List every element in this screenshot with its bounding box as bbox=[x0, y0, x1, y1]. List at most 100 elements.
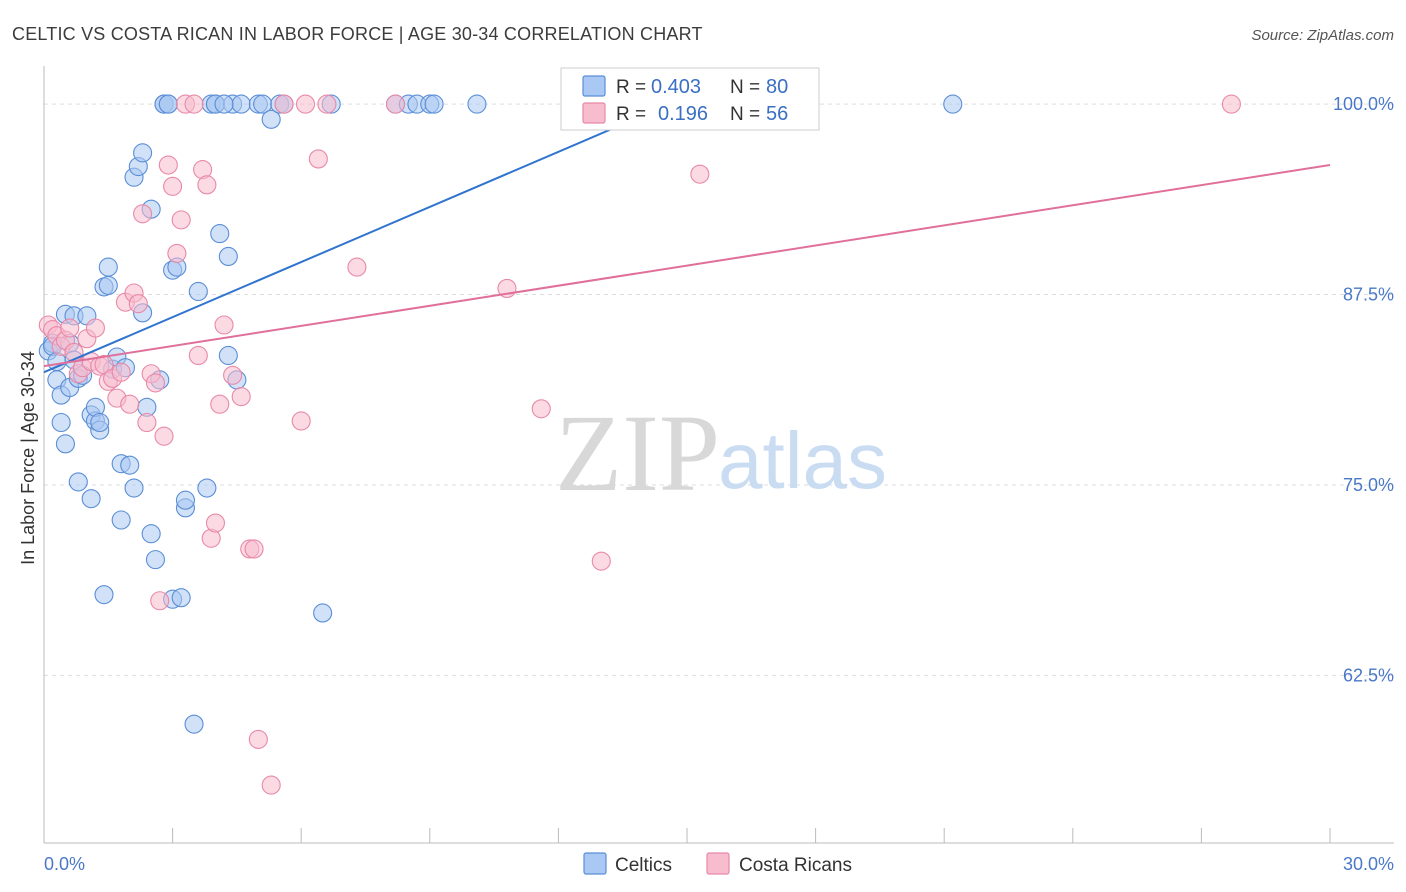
costa-point-39 bbox=[210, 394, 230, 414]
costa-point-26 bbox=[150, 591, 170, 611]
costa-point-58 bbox=[1221, 94, 1241, 114]
costa-point-19 bbox=[120, 394, 140, 414]
costa-point-25 bbox=[145, 373, 166, 393]
celtic-point-77 bbox=[467, 94, 487, 114]
costa-point-44 bbox=[244, 539, 264, 559]
y-axis-label: In Labor Force | Age 30-34 bbox=[18, 351, 38, 565]
costa-point-47 bbox=[274, 94, 294, 114]
x-tick-label-max: 30.0% bbox=[1343, 854, 1394, 874]
celtic-point-78 bbox=[943, 94, 963, 114]
y-tick-label-3: 100.0% bbox=[1333, 94, 1394, 114]
celtic-point-8 bbox=[55, 434, 75, 454]
chart-title: CELTIC VS COSTA RICAN IN LABOR FORCE | A… bbox=[12, 24, 703, 44]
costa-point-23 bbox=[137, 412, 157, 433]
legend-r-label-costa-ricans: R = bbox=[616, 104, 646, 125]
costa-trend-line bbox=[43, 164, 1331, 368]
legend-r-value-celtics: 0.403 bbox=[651, 76, 701, 98]
celtic-point-33 bbox=[124, 478, 144, 498]
celtic-point-60 bbox=[218, 246, 238, 266]
costa-point-33 bbox=[184, 94, 204, 114]
legend-swatch-celtics bbox=[582, 75, 606, 97]
celtic-point-36 bbox=[133, 143, 153, 163]
legend-n-label-celtics: N = bbox=[730, 77, 760, 98]
y-tick-label-1: 75.0% bbox=[1343, 475, 1394, 495]
legend-n-label-costa-ricans: N = bbox=[730, 104, 760, 125]
costa-point-52 bbox=[385, 94, 406, 114]
data-points bbox=[38, 94, 1241, 795]
celtic-point-76 bbox=[424, 94, 444, 114]
x-tick-labels: 0.0% 30.0% bbox=[44, 854, 1394, 874]
bottom-legend-swatch-costa-ricans bbox=[706, 852, 730, 875]
y-tick-labels: 62.5% 75.0% 87.5% 100.0% bbox=[1333, 94, 1394, 685]
celtic-point-53 bbox=[184, 714, 204, 734]
celtic-point-26 bbox=[98, 275, 118, 295]
costa-point-41 bbox=[223, 365, 243, 385]
celtic-point-55 bbox=[197, 478, 217, 498]
legend-n-value-costa-ricans: 56 bbox=[766, 103, 788, 125]
y-tick-label-0: 62.5% bbox=[1343, 665, 1394, 685]
celtic-point-30 bbox=[111, 510, 131, 530]
costa-point-38 bbox=[205, 513, 226, 533]
costa-point-50 bbox=[317, 94, 337, 114]
costa-point-45 bbox=[248, 729, 268, 749]
costa-point-46 bbox=[261, 775, 281, 795]
celtic-point-52 bbox=[175, 490, 196, 510]
celtic-point-67 bbox=[261, 109, 281, 129]
celtic-point-50 bbox=[171, 588, 191, 608]
celtic-point-25 bbox=[98, 257, 118, 277]
celtic-point-61 bbox=[218, 345, 238, 366]
costa-point-31 bbox=[171, 210, 191, 230]
costa-point-17 bbox=[111, 362, 131, 382]
costa-point-56 bbox=[295, 94, 316, 114]
costa-point-55 bbox=[591, 551, 611, 571]
costa-point-34 bbox=[188, 345, 208, 366]
legend-swatch-costa-ricans bbox=[582, 102, 606, 124]
chart-source: Source: ZipAtlas.com bbox=[1251, 27, 1394, 44]
costa-point-57 bbox=[690, 164, 710, 184]
stats-legend: R = 0.403 N = 80 R = 0.196 N = 56 bbox=[560, 67, 820, 131]
watermark-atlas: atlas bbox=[718, 416, 887, 505]
costa-point-29 bbox=[163, 176, 183, 196]
costa-point-22 bbox=[133, 204, 153, 224]
celtic-trend-line bbox=[43, 103, 671, 374]
costa-point-28 bbox=[158, 155, 178, 175]
x-tick-label-min: 0.0% bbox=[44, 854, 85, 874]
costa-point-21 bbox=[128, 294, 148, 314]
costa-point-36 bbox=[197, 175, 217, 195]
celtic-point-18 bbox=[81, 489, 101, 509]
costa-point-11 bbox=[85, 318, 105, 338]
costa-point-30 bbox=[167, 243, 187, 263]
bottom-legend: Celtics Costa Ricans bbox=[583, 852, 852, 876]
bottom-legend-label-celtics: Celtics bbox=[615, 855, 672, 876]
costa-point-54 bbox=[531, 399, 551, 419]
celtic-point-14 bbox=[68, 472, 88, 492]
trend-lines bbox=[43, 103, 1331, 374]
watermark-zip: ZIP bbox=[555, 392, 720, 514]
celtic-point-40 bbox=[141, 524, 161, 544]
celtic-point-79 bbox=[214, 94, 234, 114]
celtic-point-32 bbox=[120, 455, 140, 475]
y-tick-label-2: 87.5% bbox=[1343, 285, 1394, 305]
bottom-legend-swatch-celtics bbox=[583, 852, 607, 875]
costa-point-27 bbox=[154, 426, 174, 446]
costa-point-48 bbox=[291, 411, 311, 431]
costa-point-42 bbox=[231, 387, 251, 407]
celtic-point-22 bbox=[90, 412, 110, 433]
costa-point-5 bbox=[60, 318, 80, 338]
legend-r-label-celtics: R = bbox=[616, 77, 646, 98]
costa-point-51 bbox=[347, 257, 367, 277]
costa-point-49 bbox=[308, 149, 328, 169]
celtic-point-64 bbox=[231, 94, 251, 114]
celtic-point-70 bbox=[313, 603, 333, 623]
axes bbox=[43, 66, 1394, 844]
celtic-point-46 bbox=[158, 94, 178, 114]
celtic-point-23 bbox=[94, 585, 114, 605]
legend-n-value-celtics: 80 bbox=[766, 76, 788, 98]
celtic-point-6 bbox=[51, 412, 71, 433]
bottom-legend-label-costa-ricans: Costa Ricans bbox=[739, 855, 852, 876]
celtic-point-41 bbox=[145, 550, 166, 570]
celtic-point-54 bbox=[188, 281, 208, 302]
legend-r-value-costa-ricans: 0.196 bbox=[658, 103, 708, 125]
celtic-point-59 bbox=[210, 224, 230, 244]
